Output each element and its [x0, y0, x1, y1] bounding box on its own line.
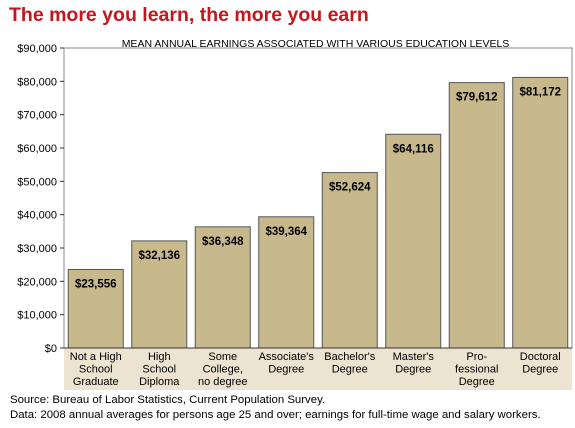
y-tick-label: $90,000: [17, 43, 57, 55]
category-label-line: High: [148, 351, 171, 363]
category-label-line: Not a High: [70, 351, 122, 363]
category-label: Doctoral Degree: [520, 351, 561, 376]
category-label: Some College, no degree: [198, 351, 248, 388]
category-band: [64, 348, 572, 390]
category-label-line: no degree: [198, 376, 248, 388]
category-label-line: Degree: [459, 376, 495, 388]
bar-value-label: $64,116: [393, 143, 434, 155]
category-label: High School Diploma: [139, 351, 180, 388]
category-label-line: Associate's: [259, 351, 315, 363]
data-note: Data: 2008 annual averages for persons a…: [10, 409, 541, 421]
y-tick-label: $70,000: [17, 110, 57, 122]
bar: [194, 226, 251, 349]
bar: [67, 268, 124, 349]
bar: [385, 133, 442, 349]
source-note: Source: Bureau of Labor Statistics, Curr…: [10, 394, 326, 406]
category-label-line: Bachelor's: [324, 351, 376, 363]
y-tick-label: $60,000: [17, 143, 57, 155]
bar: [321, 172, 378, 349]
category-label-line: Doctoral: [520, 351, 561, 363]
y-tick-label: $10,000: [17, 310, 57, 322]
bar-value-label: $52,624: [329, 182, 371, 194]
headline: The more you learn, the more you earn: [9, 4, 369, 26]
bar: [448, 82, 505, 349]
category-label: Bachelor's Degree: [324, 351, 376, 376]
category-label-line: Some: [208, 351, 237, 363]
category-label-line: Graduate: [73, 376, 119, 388]
category-label-line: Degree: [332, 364, 368, 376]
category-label-line: Degree: [522, 364, 558, 376]
y-tick-label: $30,000: [17, 243, 57, 255]
category-label-line: School: [79, 364, 113, 376]
bar: [512, 76, 569, 349]
y-tick-label: $0: [45, 343, 57, 355]
bar-value-label: $36,348: [202, 236, 244, 248]
chart-title: MEAN ANNUAL EARNINGS ASSOCIATED WITH VAR…: [121, 38, 510, 50]
y-tick-label: $40,000: [17, 210, 57, 222]
bar: [258, 216, 315, 349]
bar-value-label: $39,364: [265, 226, 307, 238]
bar-value-label: $81,172: [519, 86, 561, 98]
category-label-line: Pro-: [466, 351, 487, 363]
bar-value-label: $32,136: [138, 250, 180, 262]
category-label-line: Master's: [393, 351, 435, 363]
bar-value-label: $23,556: [75, 278, 117, 290]
category-label-line: Degree: [268, 364, 304, 376]
bar-value-label: $79,612: [456, 92, 498, 104]
y-tick-label: $50,000: [17, 176, 57, 188]
category-label-line: Diploma: [139, 376, 180, 388]
category-label-line: fessional: [455, 364, 498, 376]
bar: [131, 240, 188, 349]
category-label: Associate's Degree: [259, 351, 315, 376]
y-tick-label: $80,000: [17, 76, 57, 88]
category-label-line: Degree: [395, 364, 431, 376]
category-label-line: School: [142, 364, 176, 376]
category-label: Not a High School Graduate: [70, 351, 122, 388]
category-label: Pro-fessional Degree: [455, 351, 498, 388]
y-tick-label: $20,000: [17, 276, 57, 288]
category-label-line: College,: [203, 364, 243, 376]
category-label: Master's Degree: [393, 351, 435, 376]
